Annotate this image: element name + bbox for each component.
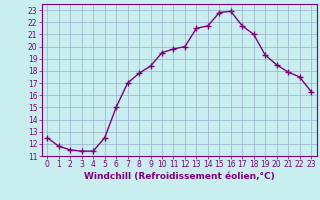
X-axis label: Windchill (Refroidissement éolien,°C): Windchill (Refroidissement éolien,°C) [84, 172, 275, 181]
